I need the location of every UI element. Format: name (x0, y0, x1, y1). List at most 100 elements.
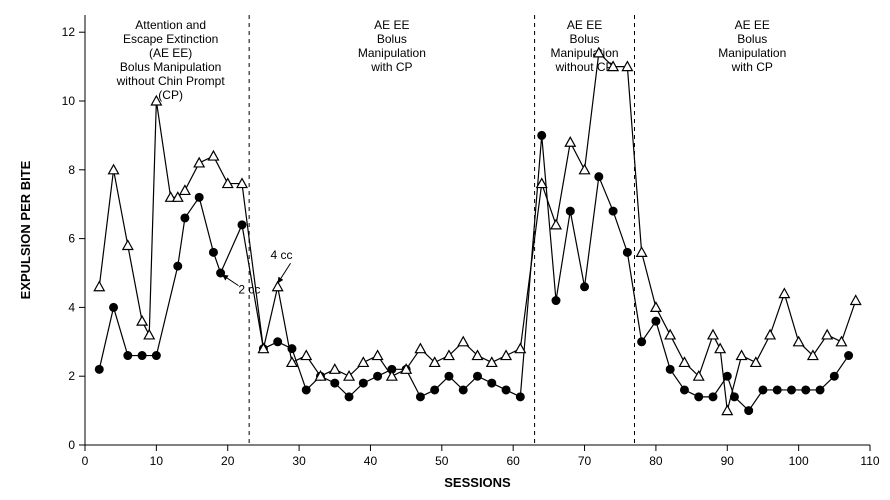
marker-2cc (274, 338, 282, 346)
marker-2cc (345, 393, 353, 401)
x-axis-label: SESSIONS (444, 475, 511, 490)
marker-2cc (773, 386, 781, 394)
marker-2cc (652, 317, 660, 325)
marker-4cc (415, 344, 425, 353)
phase-label: Attention andEscape Extinction(AE EE)Bol… (116, 18, 226, 102)
phase-label-line: Bolus (570, 32, 600, 46)
marker-2cc (745, 407, 753, 415)
marker-4cc (679, 357, 689, 366)
phase-label-line: without CP (555, 60, 614, 74)
marker-2cc (609, 207, 617, 215)
marker-4cc (301, 351, 311, 360)
marker-4cc (722, 406, 732, 415)
marker-4cc (94, 282, 104, 291)
marker-2cc (195, 193, 203, 201)
x-tick-label: 30 (292, 454, 306, 468)
marker-2cc (95, 365, 103, 373)
x-tick-label: 60 (507, 454, 521, 468)
x-tick-label: 100 (789, 454, 809, 468)
y-tick-label: 8 (68, 163, 75, 177)
marker-2cc (695, 393, 703, 401)
marker-2cc (209, 248, 217, 256)
phase-label: AE EEBolusManipulationwith CP (718, 18, 786, 74)
x-tick-label: 40 (364, 454, 378, 468)
marker-2cc (152, 352, 160, 360)
phase-label-line: (CP) (158, 88, 183, 102)
marker-2cc (110, 303, 118, 311)
marker-4cc (708, 330, 718, 339)
marker-2cc (302, 386, 310, 394)
marker-4cc (458, 337, 468, 346)
marker-4cc (651, 302, 661, 311)
phase-label-line: Bolus (737, 32, 767, 46)
marker-2cc (431, 386, 439, 394)
marker-4cc (330, 364, 340, 373)
marker-2cc (830, 372, 838, 380)
marker-2cc (124, 352, 132, 360)
marker-2cc (680, 386, 688, 394)
marker-4cc (751, 357, 761, 366)
marker-4cc (822, 330, 832, 339)
marker-4cc (794, 337, 804, 346)
marker-4cc (387, 371, 397, 380)
y-tick-label: 0 (68, 438, 75, 452)
marker-4cc (358, 357, 368, 366)
marker-4cc (194, 158, 204, 167)
x-tick-label: 50 (435, 454, 449, 468)
annotation-text: 4 cc (271, 248, 293, 262)
marker-4cc (180, 185, 190, 194)
y-tick-label: 2 (68, 369, 75, 383)
marker-4cc (737, 351, 747, 360)
marker-2cc (788, 386, 796, 394)
marker-2cc (723, 372, 731, 380)
marker-2cc (845, 352, 853, 360)
y-tick-label: 6 (68, 232, 75, 246)
marker-2cc (502, 386, 510, 394)
phase-label-line: AE EE (374, 18, 409, 32)
marker-2cc (474, 372, 482, 380)
phase-label-line: Bolus Manipulation (120, 60, 221, 74)
x-tick-label: 10 (150, 454, 164, 468)
x-tick-label: 70 (578, 454, 592, 468)
marker-2cc (374, 372, 382, 380)
x-tick-label: 80 (649, 454, 663, 468)
marker-4cc (580, 165, 590, 174)
marker-2cc (238, 221, 246, 229)
marker-4cc (779, 289, 789, 298)
expulsion-chart: 024681012EXPULSION PER BITE0102030405060… (0, 0, 890, 500)
phase-label-line: with CP (731, 60, 773, 74)
marker-4cc (487, 357, 497, 366)
phase-label-line: Bolus (377, 32, 407, 46)
x-tick-label: 110 (860, 454, 879, 468)
y-tick-label: 4 (68, 300, 75, 314)
annotation-arrow (278, 263, 291, 283)
marker-4cc (765, 330, 775, 339)
marker-2cc (459, 386, 467, 394)
x-tick-label: 0 (82, 454, 89, 468)
series-line-2cc (99, 135, 848, 410)
phase-label-line: Manipulation (358, 46, 426, 60)
phase-label-line: without Chin Prompt (116, 74, 226, 88)
phase-label-line: Manipulation (718, 46, 786, 60)
marker-2cc (488, 379, 496, 387)
phase-label-line: AE EE (735, 18, 770, 32)
phase-label-line: Attention and (135, 18, 206, 32)
chart-container: 024681012EXPULSION PER BITE0102030405060… (0, 0, 890, 500)
y-tick-label: 12 (62, 25, 76, 39)
phase-label: AE EEBolusManipulationwithout CP (551, 18, 619, 74)
marker-4cc (501, 351, 511, 360)
marker-4cc (715, 344, 725, 353)
phase-label-line: Manipulation (551, 46, 619, 60)
phase-label-line: AE EE (567, 18, 602, 32)
marker-2cc (331, 379, 339, 387)
y-tick-label: 10 (62, 94, 76, 108)
marker-4cc (565, 137, 575, 146)
x-tick-label: 20 (221, 454, 235, 468)
marker-2cc (666, 365, 674, 373)
phase-label-line: with CP (370, 60, 412, 74)
marker-2cc (138, 352, 146, 360)
marker-2cc (816, 386, 824, 394)
marker-2cc (174, 262, 182, 270)
marker-4cc (144, 330, 154, 339)
marker-2cc (595, 173, 603, 181)
